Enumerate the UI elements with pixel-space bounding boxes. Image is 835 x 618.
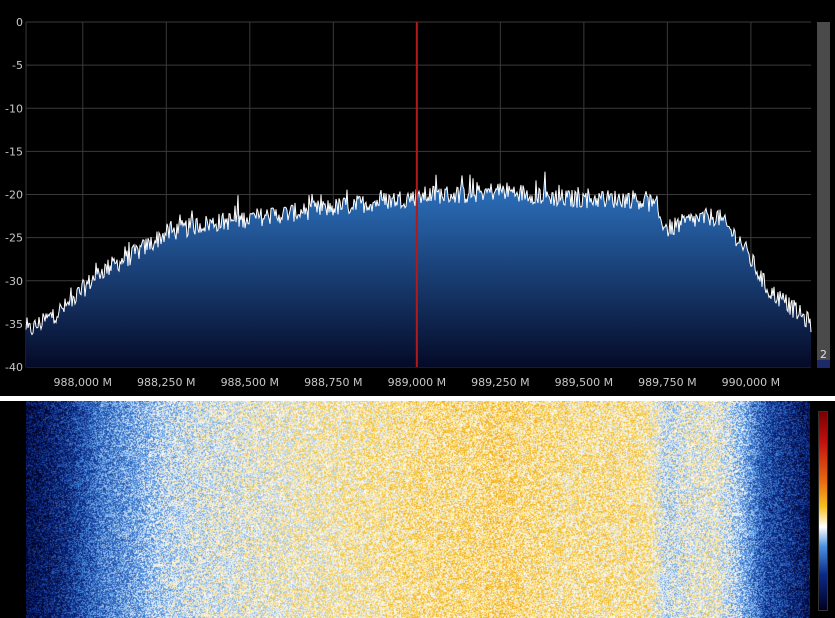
y-tick-label: -30	[5, 275, 23, 288]
y-tick-label: -35	[5, 318, 23, 331]
y-tick-label: -40	[5, 361, 23, 374]
y-tick-label: -15	[5, 145, 23, 158]
gain-slider-fill	[817, 360, 830, 368]
y-tick-label: -25	[5, 232, 23, 245]
spectrum-fill-area	[26, 171, 811, 367]
x-tick-label: 989,000 M	[388, 376, 446, 389]
panel-separator[interactable]	[0, 396, 835, 401]
y-axis: 0 -5 -10 -15 -20 -25 -30 -35 -40	[5, 16, 23, 374]
y-tick-label: -5	[12, 59, 23, 72]
x-tick-label: 988,750 M	[304, 376, 362, 389]
waterfall-display[interactable]	[26, 401, 810, 618]
x-tick-label: 988,250 M	[137, 376, 195, 389]
gain-slider-track[interactable]	[817, 22, 830, 368]
x-tick-label: 989,250 M	[471, 376, 529, 389]
x-tick-label: 988,000 M	[54, 376, 112, 389]
y-tick-label: 0	[16, 16, 23, 29]
spectrum-trace-line	[25, 171, 812, 336]
waterfall-panel[interactable]	[0, 401, 835, 618]
y-tick-label: -20	[5, 189, 23, 202]
y-tick-label: -10	[5, 102, 23, 115]
spectrum-panel[interactable]: 0 -5 -10 -15 -20 -25 -30 -35 -40 988,000 M 988,25…	[0, 0, 835, 396]
x-axis: 988,000 M 988,250 M 988,500 M 988,750 M 989,…	[54, 376, 781, 389]
gain-slider-value: 2	[820, 348, 827, 361]
x-tick-label: 990,000 M	[722, 376, 780, 389]
spectrum-plot[interactable]: 0 -5 -10 -15 -20 -25 -30 -35 -40 988,000 M 988,25…	[0, 0, 835, 396]
x-tick-label: 988,500 M	[221, 376, 279, 389]
x-tick-label: 989,500 M	[555, 376, 613, 389]
x-tick-label: 989,750 M	[638, 376, 696, 389]
waterfall-colorbar	[818, 411, 828, 611]
